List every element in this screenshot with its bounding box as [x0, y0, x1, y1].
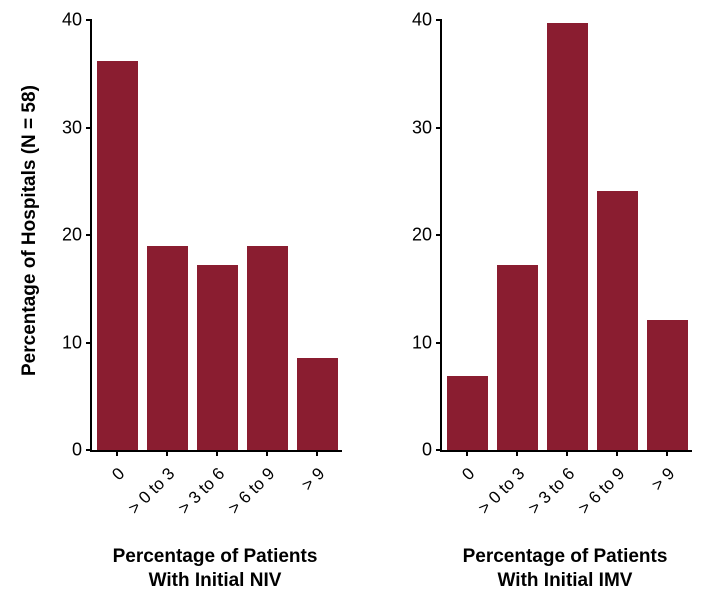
bar	[597, 191, 638, 450]
x-axis-label-imv: Percentage of Patients With Initial IMV	[435, 545, 695, 593]
bar	[447, 376, 488, 450]
plot-area-imv: 010203040	[440, 20, 692, 452]
ytick-label: 0	[422, 440, 442, 461]
xtick-mark	[566, 450, 568, 456]
ytick-label: 20	[412, 225, 442, 246]
ytick-label: 10	[412, 332, 442, 353]
x-axis-label-imv-line2: With Initial IMV	[498, 570, 633, 591]
xtick-mark	[616, 450, 618, 456]
ytick-label: 30	[412, 117, 442, 138]
bar	[497, 265, 538, 450]
figure-root: Percentage of Hospitals (N = 58) 0102030…	[0, 0, 724, 615]
bar	[547, 23, 588, 450]
panel-imv: 010203040 Percentage of Patients With In…	[0, 0, 724, 615]
xtick-mark	[666, 450, 668, 456]
xtick-mark	[516, 450, 518, 456]
x-axis-label-imv-line1: Percentage of Patients	[463, 546, 668, 567]
ytick-label: 40	[412, 10, 442, 31]
bar	[647, 320, 688, 450]
xtick-mark	[466, 450, 468, 456]
